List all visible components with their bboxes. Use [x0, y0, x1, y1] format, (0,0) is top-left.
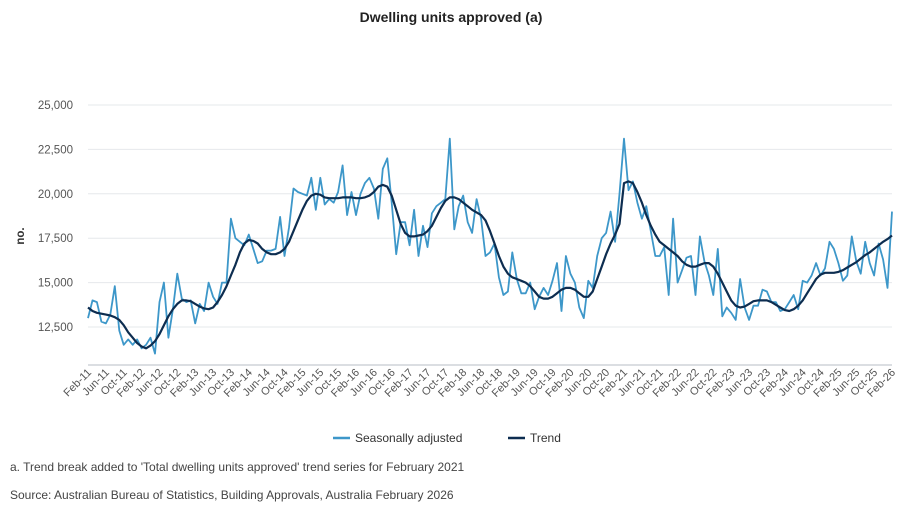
y-axis-label: no.	[15, 227, 27, 244]
legend-item-seasonally-adjusted[interactable]: Seasonally adjusted	[333, 431, 462, 445]
series-line-seasonally-adjusted	[87, 137, 893, 355]
y-tick-label: 12,500	[38, 322, 73, 334]
y-tick-label: 17,500	[38, 233, 73, 245]
y-tick-label: 22,500	[38, 144, 73, 156]
legend-label-trend: Trend	[530, 431, 561, 445]
series-lines	[87, 137, 893, 355]
x-axis-ticks: Feb-11Jun-11Oct-11Feb-12Jun-12Oct-12Feb-…	[62, 367, 899, 400]
y-tick-label: 15,000	[38, 278, 73, 290]
y-tick-label: 25,000	[38, 100, 73, 112]
footnote-a: a. Trend break added to 'Total dwelling …	[10, 460, 465, 474]
legend-item-trend[interactable]: Trend	[508, 431, 561, 445]
legend-label-seasonally-adjusted: Seasonally adjusted	[355, 431, 462, 445]
y-axis-ticks: 12,500 15,000 17,500 20,000 22,500 25,000	[38, 100, 73, 334]
chart-title: Dwelling units approved (a)	[360, 9, 543, 25]
series-line-trend	[87, 180, 893, 350]
source-note: Source: Australian Bureau of Statistics,…	[10, 488, 454, 502]
gridlines	[88, 104, 892, 328]
y-tick-label: 20,000	[38, 189, 73, 201]
legend: Seasonally adjusted Trend	[333, 431, 561, 445]
